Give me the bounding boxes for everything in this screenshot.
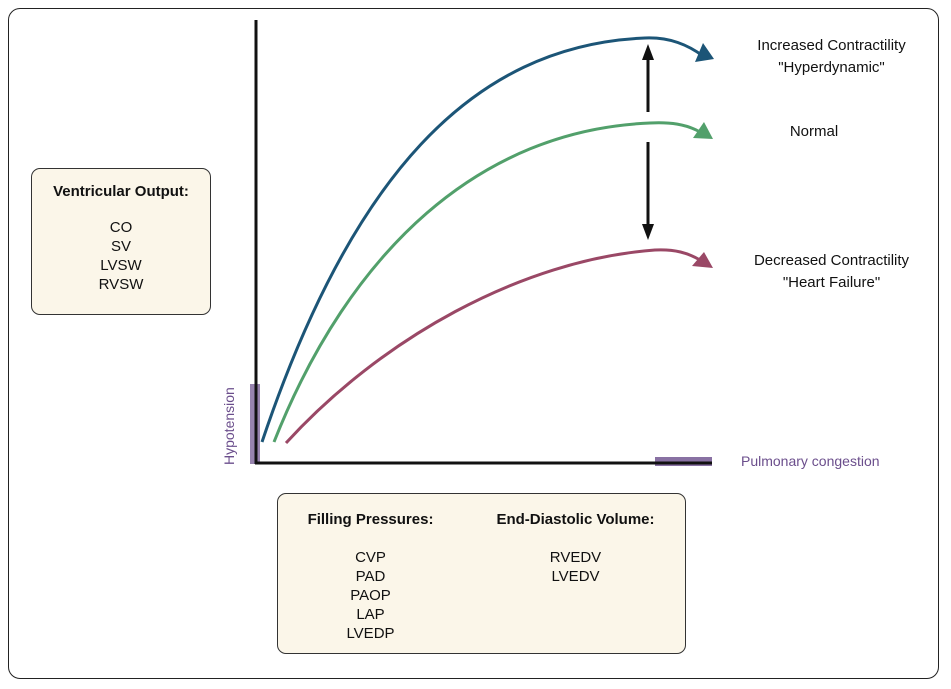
list-item: PAOP: [350, 587, 391, 604]
filling-pressures-list: CVP PAD PAOP LAP LVEDP: [278, 548, 463, 643]
list-item: LAP: [356, 606, 385, 623]
hypotension-label: Hypotension: [221, 387, 237, 465]
normal-curve: [272, 121, 701, 443]
end-diastolic-volume-title: End-Diastolic Volume:: [496, 511, 655, 528]
down-arrow-head: [642, 224, 654, 240]
increased-contractility-label: Increased Contractility "Hyperdynamic": [724, 35, 939, 79]
increased-label-line2: "Hyperdynamic": [778, 59, 885, 76]
increased-curve-arrowhead: [695, 43, 714, 62]
list-item: CVP: [355, 549, 386, 566]
normal-curve-arrowhead: [693, 122, 713, 139]
decreased-contractility-label: Decreased Contractility "Heart Failure": [724, 250, 939, 294]
pulmonary-congestion-label: Pulmonary congestion: [741, 453, 880, 469]
list-item: PAD: [355, 568, 386, 585]
list-item: RVEDV: [549, 549, 602, 566]
end-diastolic-volume-list: RVEDV LVEDV: [478, 548, 673, 586]
increased-label-line1: Increased Contractility: [757, 37, 906, 54]
up-arrow-head: [642, 44, 654, 60]
end-diastolic-volume-column: End-Diastolic Volume: RVEDV LVEDV: [478, 511, 673, 586]
decreased-label-line1: Decreased Contractility: [753, 252, 910, 269]
list-item: LVEDV: [551, 568, 600, 585]
increased-contractility-curve: [260, 36, 704, 443]
list-item: LVSW: [100, 257, 142, 274]
decreased-label-line2: "Heart Failure": [782, 274, 881, 291]
filling-pressures-column: Filling Pressures: CVP PAD PAOP LAP LVED…: [278, 511, 463, 643]
list-item: SV: [110, 238, 131, 255]
normal-label: Normal: [724, 121, 904, 143]
list-item: LVEDP: [346, 625, 395, 642]
decreased-curve-arrowhead: [692, 252, 713, 268]
filling-pressures-title: Filling Pressures:: [307, 511, 434, 528]
list-item: RVSW: [98, 276, 144, 293]
list-item: CO: [109, 219, 133, 236]
normal-label-line1: Normal: [789, 123, 839, 140]
ventricular-output-title: Ventricular Output:: [53, 183, 189, 200]
decreased-contractility-curve: [284, 248, 701, 445]
ventricular-output-list: CO SV LVSW RVSW: [32, 218, 210, 294]
ventricular-output-box: Ventricular Output: CO SV LVSW RVSW: [31, 168, 211, 315]
preload-box: Filling Pressures: CVP PAD PAOP LAP LVED…: [277, 493, 686, 654]
